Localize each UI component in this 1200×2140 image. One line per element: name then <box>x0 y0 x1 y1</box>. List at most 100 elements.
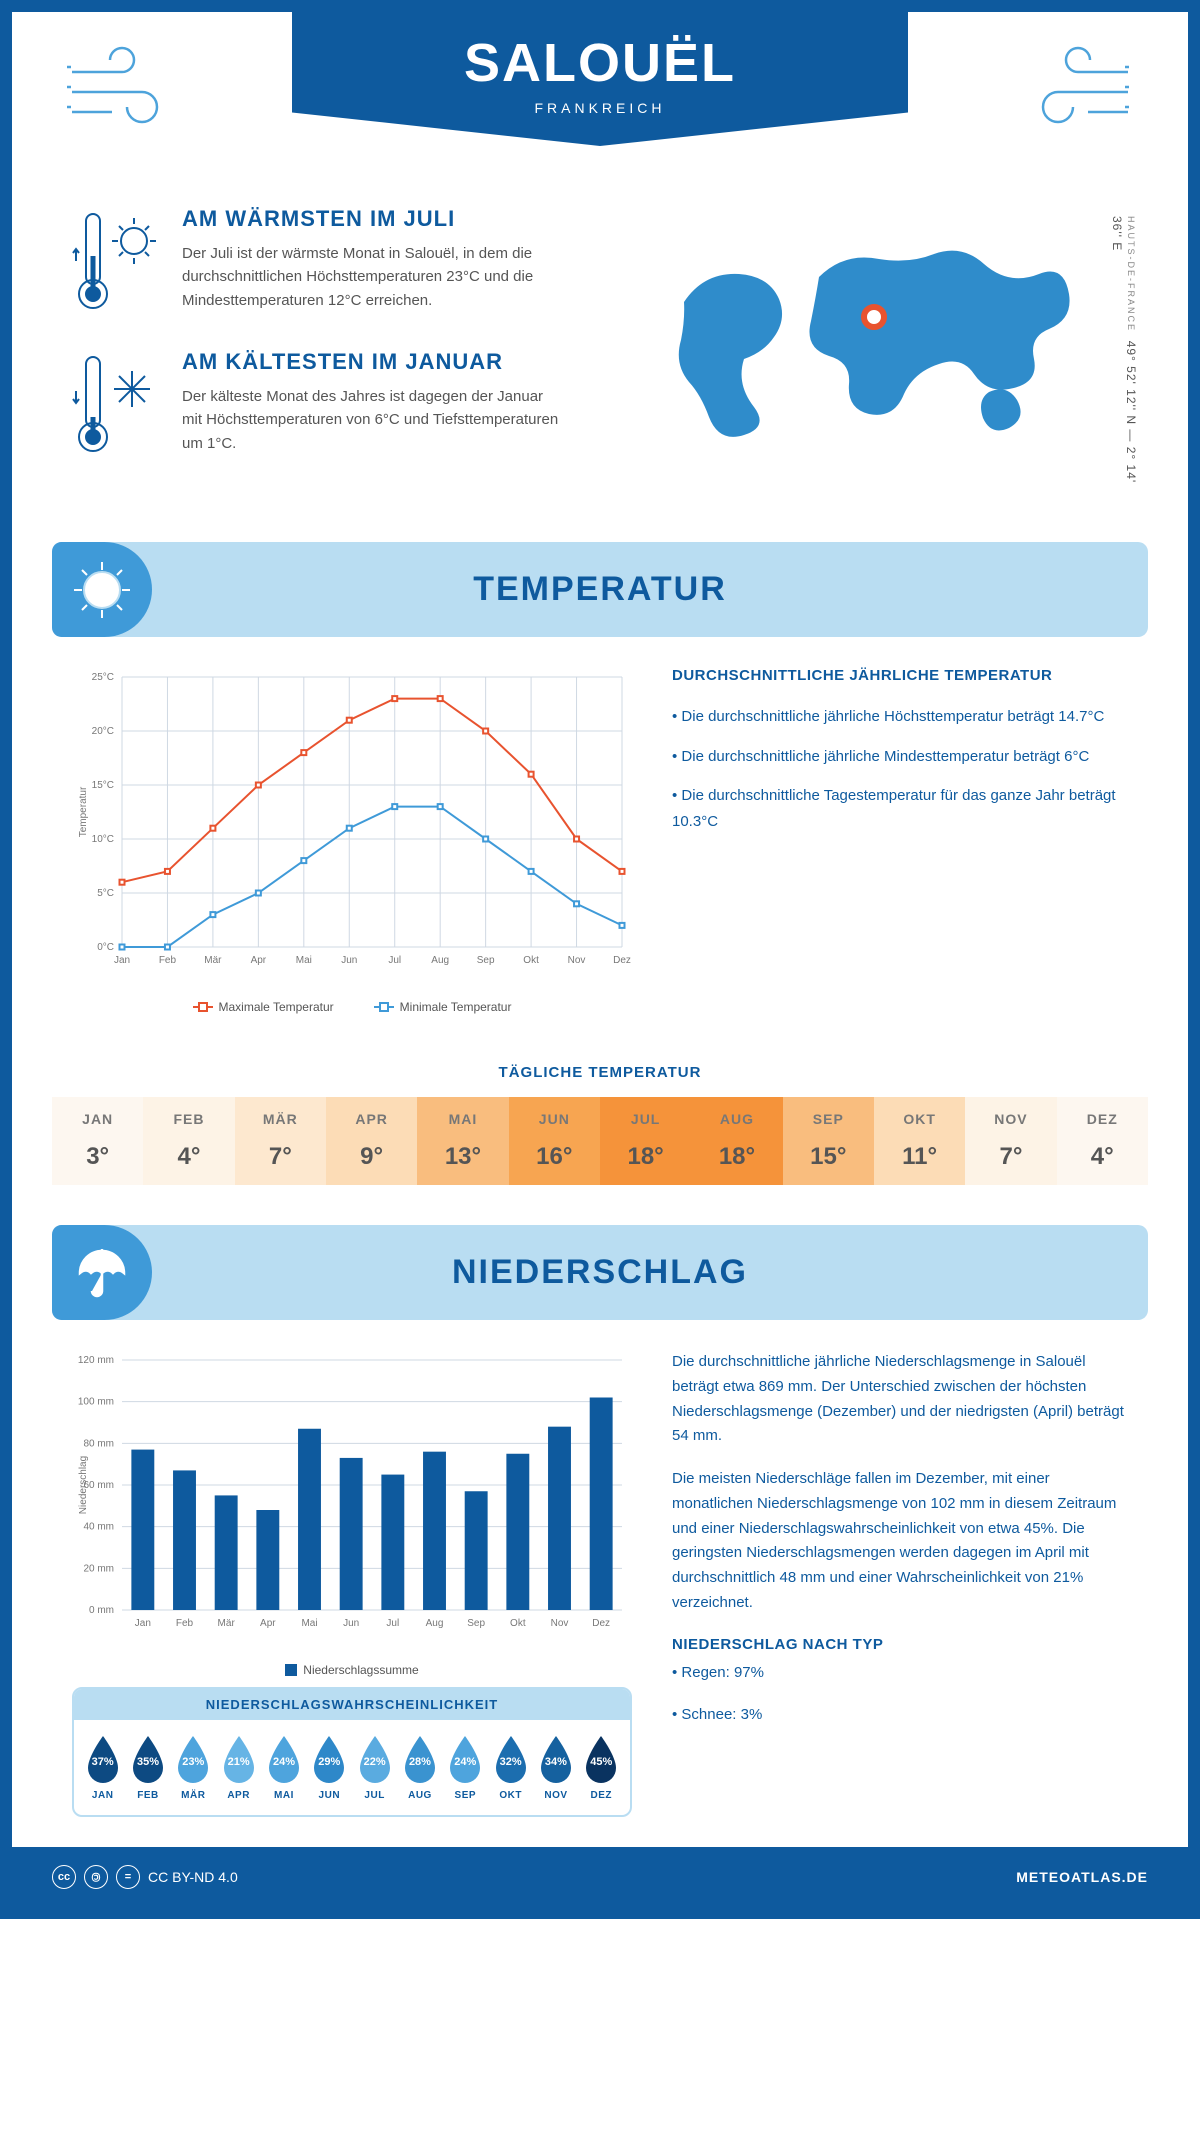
site-name: METEOATLAS.DE <box>1016 1869 1148 1885</box>
prob-drop: 24%MAI <box>261 1734 306 1801</box>
svg-text:40 mm: 40 mm <box>83 1522 114 1533</box>
prob-drop: 21%APR <box>216 1734 261 1801</box>
prob-drop: 45%DEZ <box>579 1734 624 1801</box>
svg-text:120 mm: 120 mm <box>78 1355 114 1366</box>
section-title: TEMPERATUR <box>52 570 1148 609</box>
svg-text:Dez: Dez <box>613 955 631 966</box>
svg-text:Apr: Apr <box>260 1618 276 1629</box>
nd-icon: = <box>116 1865 140 1889</box>
coordinates: HAUTS-DE-FRANCE 49° 52' 12'' N — 2° 14' … <box>1110 216 1138 492</box>
svg-text:Okt: Okt <box>523 955 539 966</box>
svg-text:Mai: Mai <box>301 1618 317 1629</box>
umbrella-icon <box>52 1225 152 1320</box>
svg-text:Mär: Mär <box>204 955 222 966</box>
svg-text:Temperatur: Temperatur <box>78 786 89 837</box>
infographic-frame: SALOUËL FRANKREICH AM WÄRMSTEN IM JULI D… <box>0 0 1200 1919</box>
daily-cell: JUN16° <box>509 1097 600 1185</box>
wind-icon <box>62 42 182 137</box>
svg-text:Nov: Nov <box>551 1618 569 1629</box>
warmest-title: AM WÄRMSTEN IM JULI <box>182 206 562 232</box>
country-name: FRANKREICH <box>292 100 908 116</box>
svg-text:5°C: 5°C <box>97 888 114 899</box>
legend-max: Maximale Temperatur <box>193 1000 334 1014</box>
svg-text:Nov: Nov <box>568 955 586 966</box>
svg-text:100 mm: 100 mm <box>78 1397 114 1408</box>
daily-cell: FEB4° <box>143 1097 234 1185</box>
daily-cell: SEP15° <box>783 1097 874 1185</box>
daily-cell: MAI13° <box>417 1097 508 1185</box>
svg-text:Feb: Feb <box>159 955 177 966</box>
svg-text:Mär: Mär <box>218 1618 236 1629</box>
daily-cell: OKT11° <box>874 1097 965 1185</box>
temperature-facts: DURCHSCHNITTLICHE JÄHRLICHE TEMPERATUR •… <box>672 667 1128 1014</box>
svg-text:0 mm: 0 mm <box>89 1605 114 1616</box>
coldest-stat: AM KÄLTESTEN IM JANUAR Der kälteste Mona… <box>72 349 580 464</box>
prob-drop: 34%NOV <box>533 1734 578 1801</box>
precip-probability-box: NIEDERSCHLAGSWAHRSCHEINLICHKEIT 37%JAN35… <box>72 1687 632 1817</box>
svg-text:Jul: Jul <box>388 955 401 966</box>
svg-text:Dez: Dez <box>592 1618 610 1629</box>
svg-text:Sep: Sep <box>477 955 495 966</box>
svg-text:Jul: Jul <box>386 1618 399 1629</box>
daily-cell: JAN3° <box>52 1097 143 1185</box>
daily-temp-row: JAN3°FEB4°MÄR7°APR9°MAI13°JUN16°JUL18°AU… <box>52 1097 1148 1185</box>
daily-cell: JUL18° <box>600 1097 691 1185</box>
coldest-title: AM KÄLTESTEN IM JANUAR <box>182 349 562 375</box>
temperature-body: 0°C5°C10°C15°C20°C25°CJanFebMärAprMaiJun… <box>12 667 1188 1044</box>
coldest-text: Der kälteste Monat des Jahres ist dagege… <box>182 385 562 455</box>
footer: cc 🄯 = CC BY-ND 4.0 METEOATLAS.DE <box>12 1847 1188 1907</box>
svg-text:20 mm: 20 mm <box>83 1563 114 1574</box>
svg-text:Aug: Aug <box>426 1618 444 1629</box>
precip-facts: Die durchschnittliche jährliche Niedersc… <box>672 1350 1128 1817</box>
daily-cell: AUG18° <box>691 1097 782 1185</box>
legend-precip: Niederschlagssumme <box>285 1663 418 1677</box>
thermometer-sun-icon <box>72 206 162 321</box>
prob-drop: 32%OKT <box>488 1734 533 1801</box>
city-name: SALOUËL <box>292 32 908 94</box>
prob-drop: 23%MÄR <box>171 1734 216 1801</box>
by-icon: 🄯 <box>84 1865 108 1889</box>
temperature-line-chart: 0°C5°C10°C15°C20°C25°CJanFebMärAprMaiJun… <box>72 667 632 1014</box>
license-text: CC BY-ND 4.0 <box>148 1869 238 1885</box>
daily-temp-title: TÄGLICHE TEMPERATUR <box>12 1064 1188 1081</box>
daily-cell: NOV7° <box>965 1097 1056 1185</box>
prob-drop: 35%FEB <box>125 1734 170 1801</box>
precip-body: 0 mm20 mm40 mm60 mm80 mm100 mm120 mmJanF… <box>12 1350 1188 1847</box>
svg-text:15°C: 15°C <box>92 780 114 791</box>
svg-text:20°C: 20°C <box>92 726 114 737</box>
svg-text:10°C: 10°C <box>92 834 114 845</box>
prob-drop: 22%JUL <box>352 1734 397 1801</box>
svg-text:Jun: Jun <box>341 955 357 966</box>
prob-drop: 29%JUN <box>307 1734 352 1801</box>
prob-drop: 37%JAN <box>80 1734 125 1801</box>
svg-text:Mai: Mai <box>296 955 312 966</box>
svg-text:Niederschlag: Niederschlag <box>78 1456 89 1514</box>
precip-bar-chart: 0 mm20 mm40 mm60 mm80 mm100 mm120 mmJanF… <box>72 1350 632 1817</box>
daily-cell: MÄR7° <box>235 1097 326 1185</box>
header-banner: SALOUËL FRANKREICH <box>292 12 908 146</box>
prob-drop: 28%AUG <box>397 1734 442 1801</box>
temperature-section-header: TEMPERATUR <box>52 542 1148 637</box>
svg-text:Aug: Aug <box>431 955 449 966</box>
warmest-text: Der Juli ist der wärmste Monat in Salouë… <box>182 242 562 312</box>
thermometer-snow-icon <box>72 349 162 464</box>
svg-text:Sep: Sep <box>467 1618 485 1629</box>
legend-min: Minimale Temperatur <box>374 1000 512 1014</box>
world-map-icon <box>664 232 1084 467</box>
intro-row: AM WÄRMSTEN IM JULI Der Juli ist der wär… <box>12 186 1188 522</box>
prob-drop: 24%SEP <box>443 1734 488 1801</box>
daily-cell: DEZ4° <box>1057 1097 1148 1185</box>
svg-text:0°C: 0°C <box>97 942 114 953</box>
svg-text:Jan: Jan <box>114 955 130 966</box>
svg-text:Apr: Apr <box>251 955 267 966</box>
svg-text:Feb: Feb <box>176 1618 194 1629</box>
precip-section-header: NIEDERSCHLAG <box>52 1225 1148 1320</box>
svg-text:Jan: Jan <box>135 1618 151 1629</box>
section-title: NIEDERSCHLAG <box>52 1253 1148 1292</box>
svg-text:Jun: Jun <box>343 1618 359 1629</box>
warmest-stat: AM WÄRMSTEN IM JULI Der Juli ist der wär… <box>72 206 580 321</box>
sun-icon <box>52 542 152 637</box>
cc-icon: cc <box>52 1865 76 1889</box>
daily-cell: APR9° <box>326 1097 417 1185</box>
wind-icon <box>1018 42 1138 137</box>
